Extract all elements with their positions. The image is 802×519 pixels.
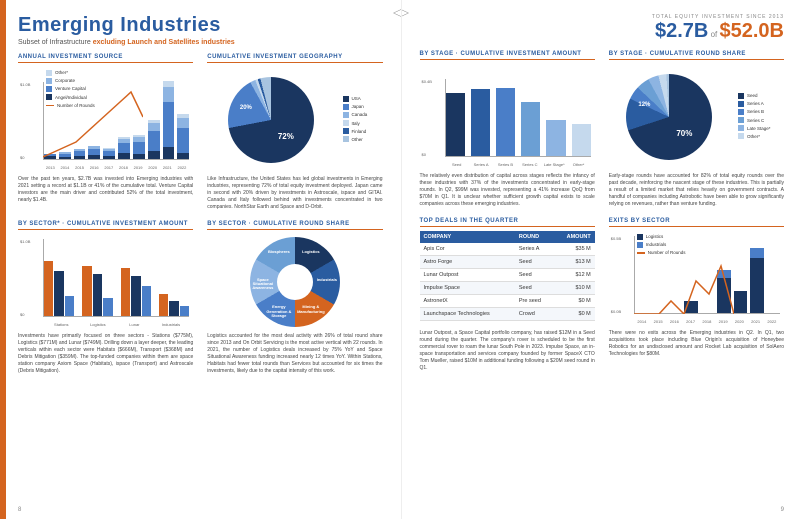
body-text: Logistics accounted for the most deal ac… [207,333,382,375]
body-text: Over the past ten years, $2.7B was inves… [18,176,193,204]
body-text: There were no exits across the Emerging … [609,330,784,358]
section-title: CUMULATIVE INVESTMENT GEOGRAPHY [207,54,382,63]
body-text: Early-stage rounds have accounted for 82… [609,173,784,208]
geography-panel: CUMULATIVE INVESTMENT GEOGRAPHY 72%20% U… [207,54,382,211]
total-value: $2.7B of $52.0B [652,20,784,43]
exits-panel: EXITS BY SECTOR LogisticsIndustrialsNumb… [609,218,784,372]
sector-share-panel: BY SECTOR · CUMULATIVE ROUND SHARE Logis… [207,221,382,375]
right-page: TOTAL EQUITY INVESTMENT SINCE 2013 $2.7B… [402,0,802,519]
section-title: BY STAGE · CUMULATIVE ROUND SHARE [609,51,784,60]
top-deals-panel: TOP DEALS IN THE QUARTER COMPANYROUNDAMO… [420,218,595,372]
body-text: Like Infrastructure, the United States h… [207,176,382,211]
page-spread: Emerging Industries Subset of Infrastruc… [0,0,802,519]
donut-chart: LogisticsIndustrialsMining & Manufacturi… [207,234,382,329]
page-number: 9 [781,507,784,513]
body-text: Investments have primarily focused on th… [18,333,193,375]
stage-share-panel: BY STAGE · CUMULATIVE ROUND SHARE 70%12%… [609,51,784,208]
grouped-bar-chart: StationsLogisticsLunarIndustrials $0$1.0… [18,234,193,329]
left-page: Emerging Industries Subset of Infrastruc… [0,0,402,519]
sector-amount-panel: BY SECTOR* · CUMULATIVE INVESTMENT AMOUN… [18,221,193,375]
section-title: TOP DEALS IN THE QUARTER [420,218,595,227]
page-title: Emerging Industries [18,14,235,37]
deals-table: COMPANYROUNDAMOUNTApis CorSeries A$35 MA… [420,231,595,326]
section-title: BY SECTOR* · CUMULATIVE INVESTMENT AMOUN… [18,221,193,230]
stage-amount-panel: BY STAGE · CUMULATIVE INVESTMENT AMOUNT … [420,51,595,208]
stacked-bar-chart: LogisticsIndustrialsNumber of Rounds 201… [609,231,784,326]
section-title: EXITS BY SECTOR [609,218,784,227]
accent-stripe [0,0,6,519]
section-title: BY SECTOR · CUMULATIVE ROUND SHARE [207,221,382,230]
pie-chart: 72%20% USAJapanCanadaItalyFinlandOther [207,67,382,172]
section-title: ANNUAL INVESTMENT SOURCE [18,54,193,63]
stacked-bar-chart: Other*CorporateVenture CapitalAngel/Indi… [18,67,193,172]
annual-investment-panel: ANNUAL INVESTMENT SOURCE Other*Corporate… [18,54,193,211]
page-subtitle: Subset of Infrastructure excluding Launc… [18,39,235,46]
section-title: BY STAGE · CUMULATIVE INVESTMENT AMOUNT [420,51,595,60]
pie-chart: 70%12% SeedSeries ASeries BSeries CLate … [609,64,784,169]
body-text: The relatively even distribution of capi… [420,173,595,208]
page-number: 8 [18,507,21,513]
bar-chart: SeedSeries ASeries BSeries CLate Stage*O… [420,64,595,169]
body-text: Lunar Outpost, a Space Capital portfolio… [420,330,595,372]
